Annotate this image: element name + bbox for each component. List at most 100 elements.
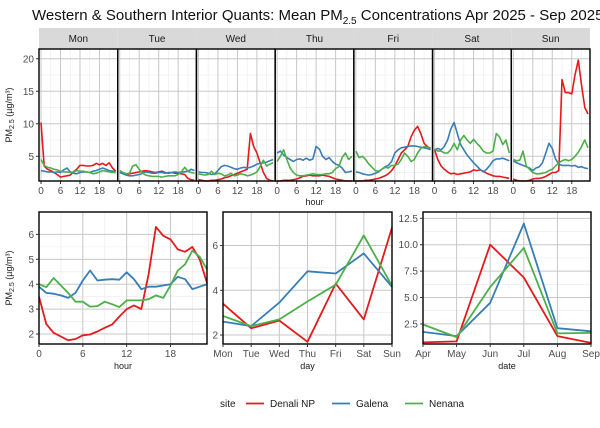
x-tick-label: 6 [80,349,86,360]
series-line-nenana-tue [119,163,195,178]
x-tick-label: 12 [74,186,86,197]
x-tick-label: 18 [251,186,263,197]
faceted-hourly-panel: Mon 0 6 12 18 Tue 0 6 12 18 Wed 0 6 12 18 Thu 0 6 12 18 Fri 0… [4,28,591,207]
facet-label-mon: Mon [69,34,88,45]
panel-border [38,211,208,345]
series-line-nenana-sat [434,132,511,154]
y-tick-label: 5.0 [404,293,418,304]
x-tick-label: Wed [269,349,289,360]
series-line-nenana-sun [512,139,589,175]
panel-border [422,211,592,345]
x-tick-label: Jun [482,349,498,360]
hourly-panel: 0 6 12 18 2 3 4 5 6 hour PM2.5 (µg/m³) [4,211,208,371]
facet-strip [39,28,118,49]
y-tick-label: 5 [28,255,34,266]
facet-strip [511,28,590,49]
series-line-nenana-thu [276,149,353,177]
legend-label-galena: Galena [356,399,389,410]
x-tick-label: May [447,349,466,360]
x-tick-label: 12 [153,186,165,197]
legend-label-denali-np: Denali NP [270,399,315,410]
y-axis-title: PM2.5 (µg/m³) [4,251,16,306]
y-tick-label: 7.5 [404,267,418,278]
x-tick-label: 18 [165,349,177,360]
y-tick-label: 3 [28,305,34,316]
series-line-galena-wed [198,158,274,176]
series-line-denali-np [38,225,208,342]
facet-strip [275,28,354,49]
x-tick-label: 18 [566,186,578,197]
y-tick-label: 12.5 [399,214,419,225]
x-tick-label: Sun [383,349,401,360]
x-axis-title: hour [114,361,132,371]
x-tick-label: 12 [468,186,480,197]
facet-border [510,48,591,182]
x-tick-label: Aug [549,349,567,360]
x-tick-label: Mon [213,349,232,360]
x-tick-label: 18 [330,186,342,197]
x-tick-label: 18 [409,186,421,197]
x-tick-label: 0 [432,186,438,197]
x-axis-title: day [300,361,315,371]
series-line-galena-fri [355,145,431,176]
x-tick-label: 12 [311,186,323,197]
y-tick-label: 4 [212,286,218,297]
x-tick-label: 0 [196,186,202,197]
series-line-galena [38,269,208,299]
x-tick-label: 0 [117,186,123,197]
y-tick-label: 10 [23,119,35,130]
legend-title: site [220,399,236,410]
series-line-nenana [422,246,592,339]
x-tick-label: 0 [511,186,517,197]
monthly-panel: Apr May Jun Jul Aug Sep 2.5 5.0 7.5 10.0 12.5 date [399,211,600,371]
x-tick-label: Jul [517,349,530,360]
series-line-denali-np-sat [433,149,510,180]
x-tick-label: 12 [121,349,133,360]
x-tick-label: 18 [94,186,106,197]
series-line-galena-sat [434,121,510,173]
series-line-nenana [222,234,393,328]
y-tick-label: 5 [28,152,34,163]
x-tick-label: 6 [530,186,536,197]
series-line-galena-mon [40,167,116,175]
y-tick-label: 20 [23,54,35,65]
x-tick-label: 12 [232,186,244,197]
facet-label-tue: Tue [149,34,166,45]
series-line-nenana-wed [198,159,274,177]
series-line-nenana-fri [355,145,431,172]
y-tick-label: 6 [212,241,218,252]
x-axis-title: hour [305,197,323,207]
y-tick-label: 10.0 [399,240,419,251]
facet-label-wed: Wed [226,34,246,45]
x-tick-label: 6 [294,186,300,197]
y-tick-label: 6 [28,230,34,241]
facet-label-fri: Fri [387,34,399,45]
legend: site Denali NP Galena Nenana [220,399,464,410]
x-tick-label: Apr [415,349,431,360]
series-line-denali-np-sun [512,59,589,182]
x-tick-label: Sep [582,349,600,360]
daily-panel: Mon Tue Wed Thu Fri Sat Sun 2 4 6 day [212,211,401,371]
y-tick-label: 15 [23,87,35,98]
series-line-nenana-mon [40,159,116,175]
x-tick-label: 6 [136,186,142,197]
y-tick-label: 4 [28,280,34,291]
series-line-nenana [38,249,208,309]
series-line-denali-np [222,227,393,343]
facet-strip [353,28,433,49]
x-tick-label: Thu [299,349,316,360]
x-tick-label: 12 [547,186,559,197]
x-tick-label: 18 [173,186,185,197]
x-tick-label: 6 [373,186,379,197]
x-tick-label: 6 [451,186,457,197]
x-tick-label: 12 [389,186,401,197]
facet-strip [117,28,197,49]
x-tick-label: 0 [38,186,44,197]
legend-label-nenana: Nenana [429,399,464,410]
x-tick-label: 6 [58,186,64,197]
y-tick-label: 2.5 [404,319,418,330]
series-line-galena [422,222,592,338]
y-tick-label: 2 [28,330,34,341]
facet-label-thu: Thu [306,34,323,45]
